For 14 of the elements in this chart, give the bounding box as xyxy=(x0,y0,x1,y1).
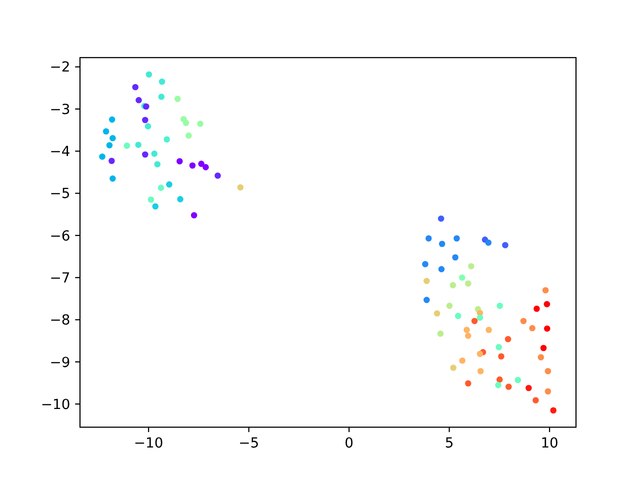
y-tick-label: −9 xyxy=(50,354,70,371)
x-tick-label: 0 xyxy=(344,436,354,452)
y-tick-label: −3 xyxy=(50,102,70,118)
y-tick-label: −8 xyxy=(50,312,70,329)
y-tick-label: −10 xyxy=(40,396,70,413)
x-tick-label: −10 xyxy=(134,436,164,452)
y-tick-label: −6 xyxy=(50,228,70,244)
y-tick-label: −4 xyxy=(50,144,70,160)
y-tick-label: −2 xyxy=(50,60,70,76)
x-tick-label: −5 xyxy=(238,436,260,452)
y-tick-label: −5 xyxy=(50,186,70,202)
x-tick-label: 10 xyxy=(540,436,558,452)
x-tick-label: 5 xyxy=(444,436,454,452)
y-tick-label: −7 xyxy=(50,270,70,286)
